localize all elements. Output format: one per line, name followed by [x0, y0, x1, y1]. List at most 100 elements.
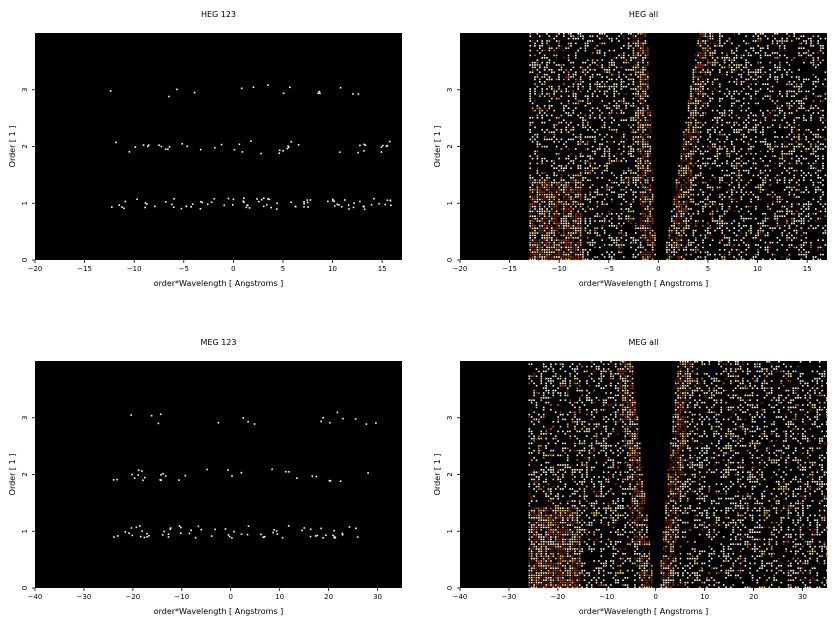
data-cell — [738, 249, 740, 251]
data-cell — [798, 55, 800, 57]
data-cell — [537, 107, 539, 109]
data-cell — [791, 206, 793, 208]
data-cell — [529, 560, 531, 562]
data-cell — [570, 215, 572, 217]
data-cell — [640, 237, 642, 239]
data-cell — [589, 76, 591, 78]
data-cell — [642, 158, 644, 160]
data-cell — [604, 230, 606, 232]
data-cell — [733, 256, 735, 258]
data-cell — [781, 146, 783, 148]
data-cell — [553, 110, 555, 112]
data-cell — [813, 227, 815, 229]
data-cell — [537, 256, 539, 258]
data-cell — [685, 220, 687, 222]
data-cell — [642, 191, 644, 193]
data-cell — [642, 95, 644, 97]
data-cell — [690, 88, 692, 90]
data-cell — [628, 38, 630, 40]
data-cell — [753, 158, 755, 160]
data-cell — [609, 153, 611, 155]
data-cell — [544, 179, 546, 181]
data-cell — [784, 167, 786, 169]
data-cell — [676, 211, 678, 213]
data-cell — [719, 165, 721, 167]
data-cell — [575, 237, 577, 239]
data-cell — [705, 57, 707, 59]
data-cell — [575, 38, 577, 40]
data-cell — [695, 98, 697, 100]
data-cell — [573, 239, 575, 241]
data-cell — [573, 179, 575, 181]
data-cell — [707, 40, 709, 42]
data-cell — [621, 177, 623, 179]
data-cell — [724, 196, 726, 198]
data-cell — [601, 67, 603, 69]
data-cell — [743, 40, 745, 42]
data-cell — [160, 474, 162, 476]
data-cell — [633, 35, 635, 37]
data-cell — [565, 182, 567, 184]
data-cell — [810, 40, 812, 42]
data-cell — [685, 172, 687, 174]
data-cell — [570, 69, 572, 71]
data-cell — [558, 254, 560, 256]
data-cell — [558, 153, 560, 155]
data-cell — [817, 146, 819, 148]
data-cell — [649, 203, 651, 205]
data-cell — [690, 242, 692, 244]
data-cell — [741, 105, 743, 107]
data-cell — [568, 249, 570, 251]
data-cell — [549, 194, 551, 196]
data-cell — [541, 225, 543, 227]
data-cell — [755, 206, 757, 208]
data-cell — [568, 79, 570, 81]
data-cell — [791, 131, 793, 133]
data-cell — [683, 153, 685, 155]
data-cell — [642, 117, 644, 119]
data-cell — [143, 144, 145, 146]
data-cell — [755, 187, 757, 189]
data-cell — [750, 55, 752, 57]
data-cell — [573, 83, 575, 85]
data-cell — [623, 45, 625, 47]
data-cell — [801, 103, 803, 105]
data-cell — [777, 33, 779, 35]
data-cell — [671, 211, 673, 213]
data-cell — [561, 131, 563, 133]
data-cell — [693, 249, 695, 251]
data-cell — [539, 95, 541, 97]
data-cell — [798, 134, 800, 136]
data-cell — [536, 459, 538, 461]
data-cell — [765, 189, 767, 191]
data-cell — [533, 570, 535, 572]
data-cell — [558, 242, 560, 244]
data-cell — [820, 254, 822, 256]
data-cell — [633, 136, 635, 138]
data-cell — [791, 129, 793, 131]
data-cell — [822, 45, 824, 47]
data-cell — [693, 232, 695, 234]
data-cell — [688, 100, 690, 102]
data-cell — [645, 79, 647, 81]
data-cell — [570, 244, 572, 246]
data-cell — [714, 146, 716, 148]
data-cell — [546, 251, 548, 253]
data-cell — [769, 148, 771, 150]
data-cell — [548, 579, 550, 581]
data-cell — [611, 86, 613, 88]
data-cell — [805, 254, 807, 256]
data-cell — [707, 146, 709, 148]
data-cell — [678, 172, 680, 174]
data-cell — [697, 203, 699, 205]
data-cell — [549, 251, 551, 253]
data-cell — [760, 151, 762, 153]
data-cell — [765, 218, 767, 220]
data-cell — [623, 143, 625, 145]
data-cell — [243, 201, 245, 203]
data-cell — [724, 256, 726, 258]
data-cell — [767, 151, 769, 153]
data-cell — [781, 158, 783, 160]
data-cell — [640, 124, 642, 126]
